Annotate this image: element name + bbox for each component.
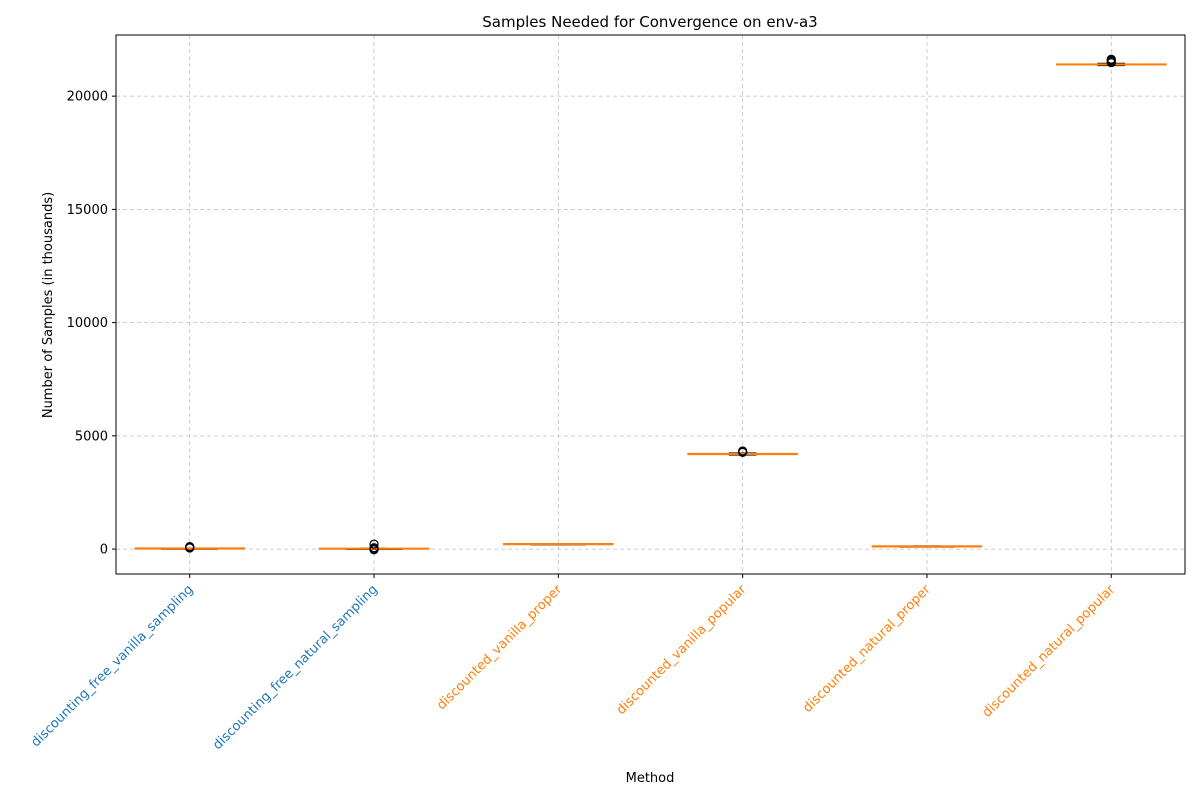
x-tick-label: discounting_free_natural_sampling	[210, 582, 381, 753]
box-discounting_free_vanilla_sampling	[134, 541, 246, 553]
box-discounting_free_natural_sampling	[318, 539, 430, 555]
box-discounted_vanilla_popular	[687, 446, 798, 457]
outlier-point	[738, 446, 748, 456]
y-tick-label: 10000	[67, 316, 108, 331]
y-tick-label: 0	[100, 543, 108, 558]
y-axis-title: Number of Samples (in thousands)	[41, 192, 56, 418]
y-tick-label: 15000	[67, 203, 108, 218]
outlier-point	[369, 543, 379, 553]
boxes	[134, 54, 1167, 555]
chart-title: Samples Needed for Convergence on env-a3	[482, 13, 817, 31]
x-tick-label: discounted_vanilla_popular	[614, 582, 750, 718]
x-axis-title: Method	[626, 771, 675, 786]
x-tick-label: discounted_vanilla_proper	[434, 582, 565, 713]
box-discounted_natural_popular	[1055, 54, 1167, 68]
y-tick-label: 20000	[67, 90, 108, 105]
x-tick-label: discounted_natural_proper	[800, 582, 934, 716]
outlier-point	[185, 541, 195, 552]
x-gridlines	[189, 35, 1112, 574]
y-tick-label: 5000	[75, 429, 108, 444]
outlier-point	[1106, 54, 1116, 64]
plot-frame	[115, 34, 1186, 575]
x-tick-label: discounting_free_vanilla_sampling	[29, 582, 197, 750]
box-discounted_vanilla_proper	[503, 543, 614, 546]
box-discounted_natural_proper	[871, 545, 983, 548]
x-axis-ticks: discounting_free_vanilla_sampling discoun…	[29, 574, 1119, 753]
y-gridlines	[116, 95, 1185, 550]
x-tick-label: discounted_natural_popular	[980, 582, 1119, 721]
y-axis-ticks: 0 5000 10000 15000 20000	[67, 90, 116, 558]
outlier-point	[369, 539, 379, 549]
